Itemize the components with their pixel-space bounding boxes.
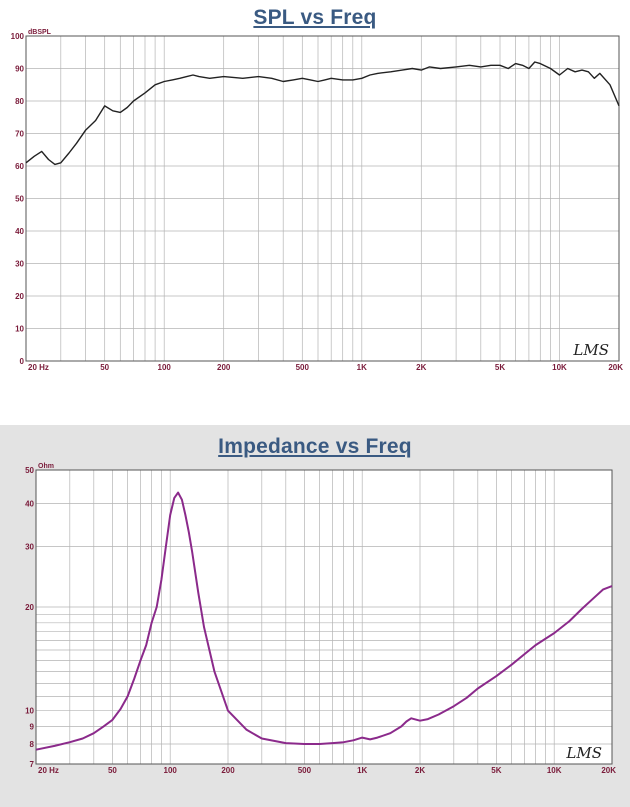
spl-y-tick-label: 30 [15, 260, 24, 269]
impedance-y-tick-label: 9 [30, 722, 35, 731]
impedance-y-tick-label: 50 [25, 466, 34, 475]
impedance-x-tick-label: 200 [221, 766, 235, 775]
impedance-plot-frame [35, 469, 613, 765]
impedance-unit-label: Ohm [38, 463, 54, 470]
spl-y-tick-label: 50 [15, 195, 24, 204]
impedance-lms-watermark: LMS [565, 744, 602, 762]
impedance-y-tick-label: 8 [30, 740, 35, 749]
spl-chart-panel: SPL vs Freq 20 Hz 50 100 200 500 1K 2K 5K 10K 20K… [0, 0, 630, 380]
spl-y-tick-label: 80 [15, 97, 24, 106]
impedance-y-tick-label: 40 [25, 499, 34, 508]
impedance-grid [35, 469, 613, 765]
spl-y-tick-label: 70 [15, 130, 24, 139]
spl-x-tick-label: 200 [217, 363, 231, 372]
impedance-chart-panel: Impedance vs Freq 20 Hz 50 100 200 500 1K 2K 5K… [0, 425, 630, 807]
spl-y-tick-label: 10 [15, 325, 24, 334]
spl-x-tick-label: 5K [495, 363, 505, 372]
spl-unit-label: dBSPL [28, 29, 52, 36]
spl-y-tick-label: 100 [11, 32, 25, 41]
spl-x-tick-label: 10K [552, 363, 567, 372]
impedance-x-tick-label: 2K [415, 766, 425, 775]
spl-y-tick-label: 40 [15, 227, 24, 236]
impedance-series-line [35, 491, 613, 751]
impedance-x-tick-label: 20K [601, 766, 616, 775]
impedance-y-tick-label: 7 [30, 760, 35, 769]
spl-x-tick-label: 100 [158, 363, 172, 372]
spl-chart-svg: 20 Hz 50 100 200 500 1K 2K 5K 10K 20K 0 10 20 30 40 50 6… [11, 29, 624, 372]
impedance-y-tick-label: 10 [25, 707, 34, 716]
impedance-x-tick-label: 5K [491, 766, 501, 775]
spl-x-tick-label: 50 [100, 363, 109, 372]
spl-y-tick-label: 90 [15, 65, 24, 74]
spl-series-line [25, 61, 620, 166]
impedance-x-tick-label: 50 [108, 766, 117, 775]
impedance-plot-area [36, 470, 612, 764]
spl-x-tick-label: 20K [608, 363, 623, 372]
impedance-x-tick-label: 1K [357, 766, 367, 775]
spl-x-tick-label: 1K [357, 363, 367, 372]
spl-chart-title: SPL vs Freq [253, 6, 377, 29]
impedance-x-tick-label: 10K [547, 766, 562, 775]
impedance-y-tick-label: 20 [25, 603, 34, 612]
impedance-y-tick-label: 30 [25, 542, 34, 551]
impedance-x-tick-label: 20 Hz [38, 766, 59, 775]
spl-x-tick-label: 2K [416, 363, 426, 372]
spl-x-tick-label: 500 [296, 363, 310, 372]
spl-y-tick-label: 0 [20, 357, 25, 366]
impedance-x-tick-label: 500 [298, 766, 312, 775]
impedance-chart-title: Impedance vs Freq [218, 435, 412, 458]
spl-plot-frame [25, 35, 620, 362]
impedance-x-tick-label: 100 [164, 766, 178, 775]
spl-lms-watermark: LMS [572, 341, 609, 359]
impedance-chart-svg: 20 Hz 50 100 200 500 1K 2K 5K 10K 20K 7 8 9 10 20 30 40 5… [25, 463, 616, 775]
spl-x-tick-label: 20 Hz [28, 363, 49, 372]
spl-y-tick-label: 60 [15, 162, 24, 171]
spl-y-tick-label: 20 [15, 292, 24, 301]
